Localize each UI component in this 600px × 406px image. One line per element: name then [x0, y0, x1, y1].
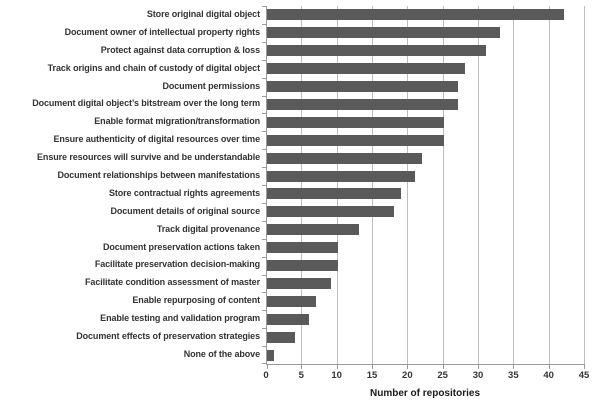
gridline	[513, 6, 515, 364]
x-axis-tick	[372, 365, 373, 369]
category-axis-tick	[262, 185, 266, 186]
x-axis-tick	[407, 365, 409, 369]
category-axis-tick	[262, 95, 266, 97]
category-axis-tick	[262, 202, 266, 204]
bar	[267, 27, 501, 39]
bar	[267, 9, 564, 21]
x-axis-tick	[548, 365, 550, 369]
category-label: Facilitate preservation decision-making	[94, 259, 260, 270]
bar	[267, 260, 338, 272]
gridline	[336, 6, 338, 364]
category-label: Enable testing and validation program	[100, 313, 260, 324]
bar	[267, 116, 444, 128]
x-tick-label: 10	[331, 370, 342, 381]
category-label: Document permissions	[162, 80, 260, 91]
bar	[267, 277, 331, 289]
category-axis-labels: Store original digital object Document ow…	[0, 6, 260, 364]
category-label: Ensure authenticity of digital resources…	[53, 134, 260, 145]
category-label: Document details of original source	[110, 205, 260, 216]
x-tick-label: 40	[543, 370, 554, 381]
category-label: Track digital provenance	[156, 223, 260, 234]
bar	[267, 349, 275, 361]
category-label: Enable repurposing of content	[132, 295, 260, 306]
category-label: Document relationships between manifesta…	[57, 170, 260, 181]
x-axis-tick	[442, 365, 444, 369]
category-label: Store original digital object	[146, 9, 260, 19]
category-axis-tick	[262, 363, 266, 364]
gridline	[442, 6, 444, 364]
gridline	[301, 6, 303, 364]
category-label: Facilitate condition assessment of maste…	[85, 277, 260, 288]
x-tick-label: 0	[263, 370, 269, 381]
category-label: Enable format migration/transformation	[94, 116, 260, 127]
gridline	[548, 6, 550, 364]
x-axis-tick-labels: 0 5 10 15 20 25 30 35 40 45	[263, 370, 589, 383]
x-tick-label: 35	[508, 370, 519, 381]
x-axis-title: Number of repositories	[369, 388, 481, 399]
category-label: Document effects of preservation strateg…	[76, 331, 260, 342]
category-axis-tick	[262, 149, 266, 151]
category-label: None of the above	[183, 348, 260, 359]
bar	[267, 63, 465, 75]
category-label: Store contractual rights agreements	[108, 187, 260, 198]
bar	[267, 242, 338, 254]
category-axis-tick	[262, 113, 266, 115]
category-axis-tick	[262, 77, 266, 79]
category-label: Document digital object’s bitstream over…	[32, 98, 260, 109]
x-axis-tick	[513, 365, 515, 369]
x-axis-tick	[267, 365, 268, 369]
gridline	[407, 6, 409, 364]
plot-area	[262, 6, 585, 369]
x-tick-label: 30	[472, 370, 484, 381]
gridline	[584, 6, 585, 364]
category-axis-tick	[262, 220, 266, 222]
category-label: Protect against data corruption & loss	[100, 44, 260, 55]
category-axis-tick	[262, 59, 266, 61]
x-axis-tick	[584, 365, 585, 369]
category-axis-tick	[262, 274, 266, 276]
category-axis-tick	[262, 131, 266, 133]
x-tick-label: 5	[298, 370, 304, 381]
x-tick-label: 45	[578, 370, 590, 381]
bar	[267, 170, 416, 182]
bar	[267, 152, 423, 164]
category-axis-tick	[262, 238, 266, 240]
x-tick-label: 15	[366, 370, 378, 381]
category-axis-tick	[262, 292, 266, 294]
category-axis-tick	[262, 41, 266, 43]
category-axis-tick	[262, 167, 266, 169]
bar	[267, 188, 402, 200]
bar	[267, 295, 317, 307]
category-label: Document preservation actions taken	[102, 241, 260, 252]
bar	[267, 81, 458, 93]
category-label: Document owner of intellectual property …	[64, 26, 261, 37]
category-label: Track origins and chain of custody of di…	[47, 62, 260, 73]
gridline	[478, 6, 479, 364]
x-axis-tick	[336, 365, 338, 369]
x-axis-tick	[478, 365, 479, 369]
x-tick-label: 25	[437, 370, 448, 381]
category-axis-tick	[262, 310, 266, 312]
category-axis-tick	[262, 23, 266, 25]
bar	[267, 224, 359, 236]
gridline	[372, 6, 373, 364]
x-tick-label: 20	[402, 370, 413, 381]
bar	[267, 45, 487, 57]
bar	[267, 134, 444, 146]
x-axis-tick	[301, 365, 303, 369]
bar	[267, 313, 310, 325]
bar	[267, 331, 296, 343]
bar	[267, 206, 395, 218]
category-axis-tick	[262, 256, 266, 258]
category-axis-tick	[262, 346, 266, 348]
bar	[267, 98, 458, 110]
category-axis-tick	[262, 328, 266, 330]
category-label: Ensure resources will survive and be und…	[37, 152, 260, 163]
category-axis-tick	[262, 6, 266, 7]
